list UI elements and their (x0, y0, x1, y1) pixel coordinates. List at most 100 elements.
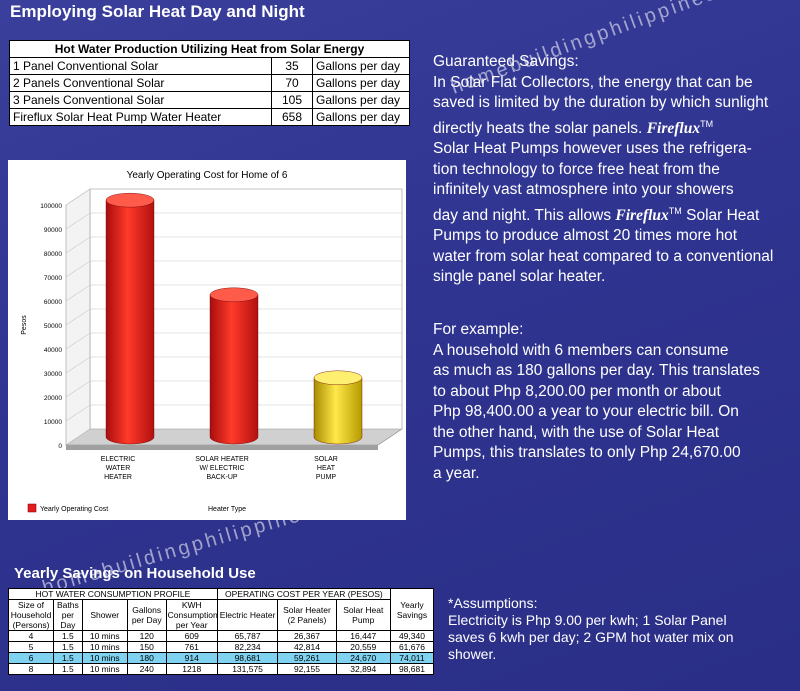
y-tick-label: 0 (58, 443, 62, 450)
production-table-title: Hot Water Production Utilizing Heat from… (9, 40, 410, 58)
grid-line (65, 284, 402, 302)
guaranteed-line: tion technology to force free heat from … (433, 160, 720, 178)
y-tick-label: 30000 (44, 371, 62, 378)
x-tick-label: HEATER (104, 474, 132, 481)
table-row: Fireflux Solar Heat Pump Water Heater 65… (9, 108, 410, 126)
example-line: as much as 180 gallons per day. This tra… (433, 362, 760, 379)
guaranteed-line: saved is limited by the duration by whic… (433, 94, 769, 111)
table-row: 5 1.5 10 mins 150 761 82,234 42,814 20,5… (7, 641, 435, 653)
cell-solar: 92,155 (277, 663, 337, 675)
table-row: 3 Panels Conventional Solar 105 Gallons … (9, 91, 410, 109)
cell-baths: 1.5 (53, 663, 83, 675)
cell-shower: 10 mins (81, 641, 128, 653)
col-header-kwh: KWH Consumption per Year (165, 599, 218, 631)
col-header-pump: Solar Heat Pump (335, 599, 391, 631)
guaranteed-heading: Guaranteed Savings: (433, 53, 579, 70)
guaranteed-line: single panel solar heater. (433, 268, 606, 286)
example-line: the other hand, with the use of Solar He… (433, 423, 720, 441)
cell-shower: 10 mins (81, 630, 128, 642)
chart-title: Yearly Operating Cost for Home of 6 (126, 170, 288, 181)
cell-gallons: 120 (126, 630, 167, 642)
guaranteed-line: water from solar heat compared to a conv… (433, 247, 774, 265)
grid-line (65, 332, 402, 350)
cell-size: 4 (7, 630, 55, 642)
bar-body (313, 377, 363, 445)
production-label: 1 Panel Conventional Solar (9, 57, 272, 75)
cell-kwh: 1218 (165, 663, 218, 675)
grid-line (65, 356, 402, 374)
guaranteed-line-text: day and night. This allows (433, 206, 612, 224)
x-tick-label: SOLAR (314, 456, 338, 463)
production-label: 2 Panels Conventional Solar (9, 74, 272, 92)
guaranteed-line: Solar Heat Pumps however uses the refrig… (433, 140, 752, 158)
example-section: For example: A household with 6 members … (433, 320, 760, 484)
cell-kwh: 609 (165, 630, 218, 642)
cell-kwh: 761 (165, 641, 218, 653)
cell-gallons: 150 (126, 641, 167, 653)
assumptions: *Assumptions: Electricity is Php 9.00 pe… (448, 595, 734, 663)
guaranteed-line: In Solar Flat Collectors, the energy tha… (433, 73, 753, 91)
grid-line (65, 188, 402, 206)
production-value: 70 (271, 74, 313, 92)
x-tick-label: PUMP (316, 474, 337, 481)
example-line: to about Php 8,200.00 per month or about (433, 382, 721, 400)
production-unit: Gallons per day (312, 74, 410, 92)
col-header-size: Size of Household (Persons) (7, 599, 55, 631)
production-unit: Gallons per day (312, 108, 410, 126)
cell-savings: 98,681 (389, 663, 435, 675)
y-tick-label: 90000 (44, 227, 62, 234)
cell-size: 8 (7, 663, 55, 675)
grid-line (65, 380, 402, 398)
fireflux-brand: Fireflux (646, 119, 701, 137)
assumptions-line: shower. (448, 646, 497, 662)
chart-floor-edge (66, 445, 378, 450)
x-tick-label: BACK-UP (206, 474, 237, 481)
cell-electric: 65,787 (216, 630, 279, 642)
cell-electric: 98,681 (216, 652, 279, 664)
grid-line (65, 404, 402, 422)
table-row: 2 Panels Conventional Solar 70 Gallons p… (9, 74, 410, 92)
col-header-electric: Electric Heater (216, 599, 279, 631)
x-tick-label: W/ ELECTRIC (199, 465, 244, 472)
cell-savings: 49,340 (389, 630, 435, 642)
cell-kwh: 914 (165, 652, 218, 664)
y-tick-label: 80000 (44, 251, 62, 258)
cell-electric: 82,234 (216, 641, 279, 653)
col-header-shower: Shower (81, 599, 128, 631)
cell-size: 5 (7, 641, 55, 653)
cell-savings: 61,676 (389, 641, 435, 653)
bar-top (313, 370, 363, 385)
x-tick-label: WATER (106, 465, 131, 472)
table-row: 8 1.5 10 mins 240 1218 131,575 92,155 32… (7, 663, 435, 675)
bar-top (105, 192, 155, 208)
cell-shower: 10 mins (81, 652, 128, 664)
production-label: 3 Panels Conventional Solar (9, 91, 272, 109)
bar (105, 192, 155, 445)
production-unit: Gallons per day (312, 91, 410, 109)
example-line: Pumps, this translates to only Php 24,67… (433, 444, 741, 461)
bar-chart: 0 10000 20000 30000 40000 50000 60000 70000 8000… (21, 188, 403, 513)
x-axis-label: Heater Type (208, 506, 246, 513)
guaranteed-line-text: Solar Heat (686, 206, 760, 224)
grid-line (65, 236, 402, 254)
guaranteed-line: directly heats the solar panels. Fireflu… (433, 114, 773, 140)
example-heading: For example: (433, 321, 524, 338)
bar-top (209, 287, 259, 302)
grid-line (65, 308, 402, 326)
trademark: TM (668, 205, 682, 216)
table-row: 4 1.5 10 mins 120 609 65,787 26,367 16,4… (7, 630, 435, 642)
cell-baths: 1.5 (53, 630, 83, 642)
bar (313, 370, 363, 445)
example-line: a year. (433, 464, 480, 482)
cell-solar: 59,261 (277, 652, 337, 664)
production-table: Hot Water Production Utilizing Heat from… (9, 40, 410, 126)
guaranteed-line: infinitely vast atmosphere into your sho… (433, 181, 734, 199)
cell-baths: 1.5 (53, 652, 83, 664)
group-header-consumption: HOT WATER CONSUMPTION PROFILE (8, 588, 218, 600)
cell-baths: 1.5 (53, 641, 83, 653)
cell-savings: 74,011 (389, 652, 435, 664)
legend-label: Yearly Operating Cost (40, 506, 108, 513)
x-tick-label: SOLAR HEATER (195, 456, 249, 463)
y-axis-label: Pesos (21, 315, 28, 335)
savings-table: HOT WATER CONSUMPTION PROFILE OPERATING … (7, 588, 435, 675)
